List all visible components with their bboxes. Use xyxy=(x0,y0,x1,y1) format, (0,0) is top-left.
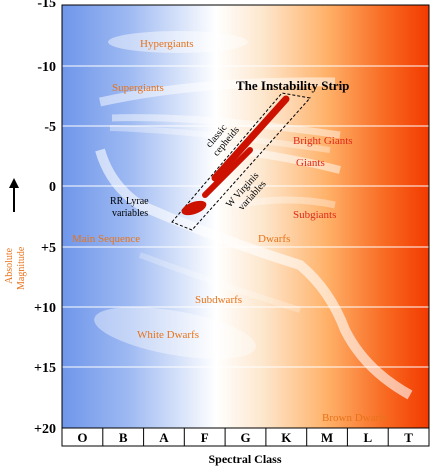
bright-giant-band xyxy=(111,114,341,139)
w-virginis-track xyxy=(202,147,253,198)
y-axis-label-line2: Magnitude xyxy=(16,246,27,290)
spectral-class-label: B xyxy=(119,430,128,445)
white-dwarf-band xyxy=(94,307,256,359)
instability-strip xyxy=(171,92,311,231)
classic-cepheid-track xyxy=(211,95,290,182)
y-axis-label-line1: Absolute xyxy=(4,247,15,284)
spectral-class-label: G xyxy=(240,430,250,445)
spectral-class-bar xyxy=(61,427,430,447)
y-tick-label: -5 xyxy=(44,120,56,135)
up-arrow-icon xyxy=(9,178,19,212)
label-main-sequence: Main Sequence xyxy=(72,233,140,245)
y-tick-label: +20 xyxy=(34,422,56,437)
spectral-class-label: A xyxy=(159,430,169,445)
x-axis-label: Spectral Class xyxy=(209,452,282,466)
spectral-class-label: F xyxy=(201,430,209,445)
y-tick-label: -10 xyxy=(37,60,56,75)
y-tick-label: 0 xyxy=(49,180,56,195)
label-giants: Giants xyxy=(296,157,325,169)
y-axis: -15 -10 -5 0 +5 +10 +15 +20 xyxy=(34,0,56,437)
instability-strip-title: The Instability Strip xyxy=(236,78,349,93)
y-tick-label: +15 xyxy=(34,361,56,376)
label-white-dwarfs: White Dwarfs xyxy=(137,329,199,341)
label-dwarfs: Dwarfs xyxy=(258,233,290,245)
rr-lyrae-label-2: variables xyxy=(112,208,148,219)
main-sequence-band xyxy=(95,148,413,400)
label-brown-dwarfs: Brown Dwarfs xyxy=(322,412,387,424)
y-tick-label: +10 xyxy=(34,301,56,316)
label-bright-giants: Bright Giants xyxy=(293,135,353,147)
spectral-class-label: K xyxy=(281,430,292,445)
y-tick-label: -15 xyxy=(37,0,56,11)
supergiant-band xyxy=(99,77,336,107)
label-subdwarfs: Subdwarfs xyxy=(195,294,242,306)
bright-giant-band-2 xyxy=(109,125,331,153)
hypergiant-band xyxy=(108,31,248,53)
spectral-class-label: O xyxy=(77,430,87,445)
y-tick-label: +5 xyxy=(41,241,56,256)
region-labels: Hypergiants Supergiants Bright Giants Gi… xyxy=(72,38,387,424)
label-subgiants: Subgiants xyxy=(293,209,336,221)
x-axis: O B A F G K M L T Spectral Class xyxy=(61,427,430,466)
spectral-class-label: T xyxy=(404,430,413,445)
subgiant-branch xyxy=(234,196,336,209)
spectral-class-label: M xyxy=(321,430,333,445)
subdwarf-band xyxy=(138,252,301,313)
label-supergiants: Supergiants xyxy=(112,82,164,94)
label-hypergiants: Hypergiants xyxy=(140,38,194,50)
spectral-class-label: L xyxy=(363,430,372,445)
rr-lyrae-label-1: RR Lyrae xyxy=(110,196,149,207)
y-axis-label: Absolute Magnitude xyxy=(4,246,27,290)
rr-lyrae-blob xyxy=(181,200,207,216)
